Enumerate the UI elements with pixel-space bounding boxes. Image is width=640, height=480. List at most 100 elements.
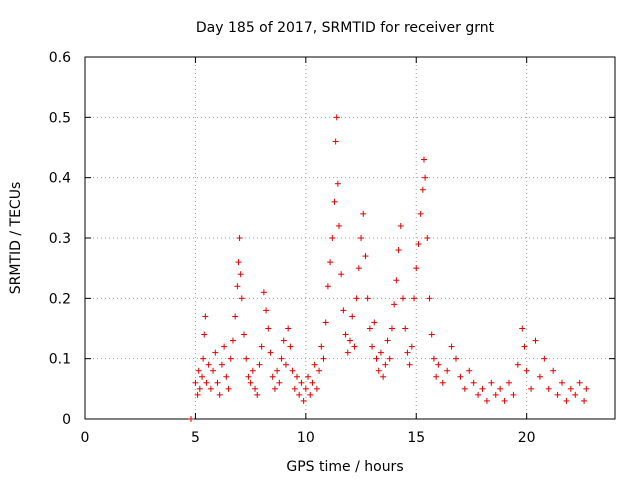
data-point [417,210,424,217]
data-point [444,367,451,374]
data-point [386,355,393,362]
data-point [309,379,316,386]
data-point [252,385,259,392]
data-point [247,379,254,386]
data-point [234,283,241,290]
data-point [567,385,574,392]
data-point [313,385,320,392]
data-point [408,343,415,350]
data-point [194,391,201,398]
data-point [371,319,378,326]
data-point [235,259,242,266]
data-point [340,307,347,314]
y-tick-label: 0 [62,412,71,428]
data-point [415,241,422,248]
data-point [195,367,202,374]
data-point [475,391,482,398]
data-point [305,373,312,380]
data-point [541,355,548,362]
data-point [335,222,342,229]
data-point [188,416,194,422]
data-point [238,295,245,302]
data-point [263,307,270,314]
data-point [380,373,387,380]
data-point [424,235,431,241]
data-point [287,343,294,350]
data-point [212,349,219,356]
data-point [276,379,283,386]
data-point [360,210,367,217]
data-point [411,295,418,302]
data-point [362,253,369,260]
data-point [265,325,272,332]
x-tick-label: 10 [297,430,315,446]
data-point [428,331,435,338]
data-point [349,313,356,320]
data-point [227,355,234,362]
data-point [426,295,433,302]
data-point [271,385,278,392]
data-point [216,391,223,398]
data-point [466,367,473,374]
data-point [583,385,590,392]
data-point [300,397,307,404]
data-point [521,343,528,350]
data-point [229,337,236,344]
data-point [572,391,579,398]
data-point [497,385,504,392]
data-point [576,379,583,386]
data-point [457,373,464,380]
data-point [510,391,517,398]
data-point [393,277,400,284]
data-point [327,259,334,266]
data-point [391,301,398,308]
data-point [333,114,340,121]
data-point [311,361,318,368]
data-point [369,343,376,350]
data-point [256,361,263,368]
data-point [514,361,521,368]
data-point [536,373,543,380]
data-point [397,222,404,229]
data-point [258,343,265,350]
data-point [351,343,358,350]
data-point [559,379,565,386]
x-axis-label: GPS time / hours [286,459,403,475]
data-point [353,295,360,302]
data-point [377,349,384,356]
data-point [519,325,526,332]
data-point [430,355,437,362]
data-point [236,235,243,241]
data-point [334,180,341,187]
data-point [316,367,323,374]
data-point [324,283,331,290]
data-point [207,385,214,392]
data-point [523,367,530,374]
data-point [196,385,203,392]
data-point [563,397,570,404]
data-point [192,379,199,386]
data-point [483,397,490,404]
y-tick-label: 0.5 [49,110,71,126]
data-point [492,391,499,398]
data-point [280,337,287,344]
data-point [332,138,339,145]
data-point [237,271,244,278]
data-point [260,289,267,296]
data-point [581,397,588,404]
x-tick-label: 0 [81,430,90,446]
y-tick-label: 0.3 [49,231,71,247]
data-point [322,319,329,326]
data-point [402,325,409,332]
data-point [342,331,349,338]
gridlines [85,57,615,419]
data-point [528,385,535,392]
data-point [329,235,336,241]
data-point [200,355,207,362]
chart-title: Day 185 of 2017, SRMTID for receiver grn… [196,20,495,36]
data-point [406,361,413,368]
x-tick-label: 15 [407,430,425,446]
x-tick-labels: 0 5 10 15 20 [81,430,536,446]
data-point [420,156,427,163]
data-point [199,373,206,380]
